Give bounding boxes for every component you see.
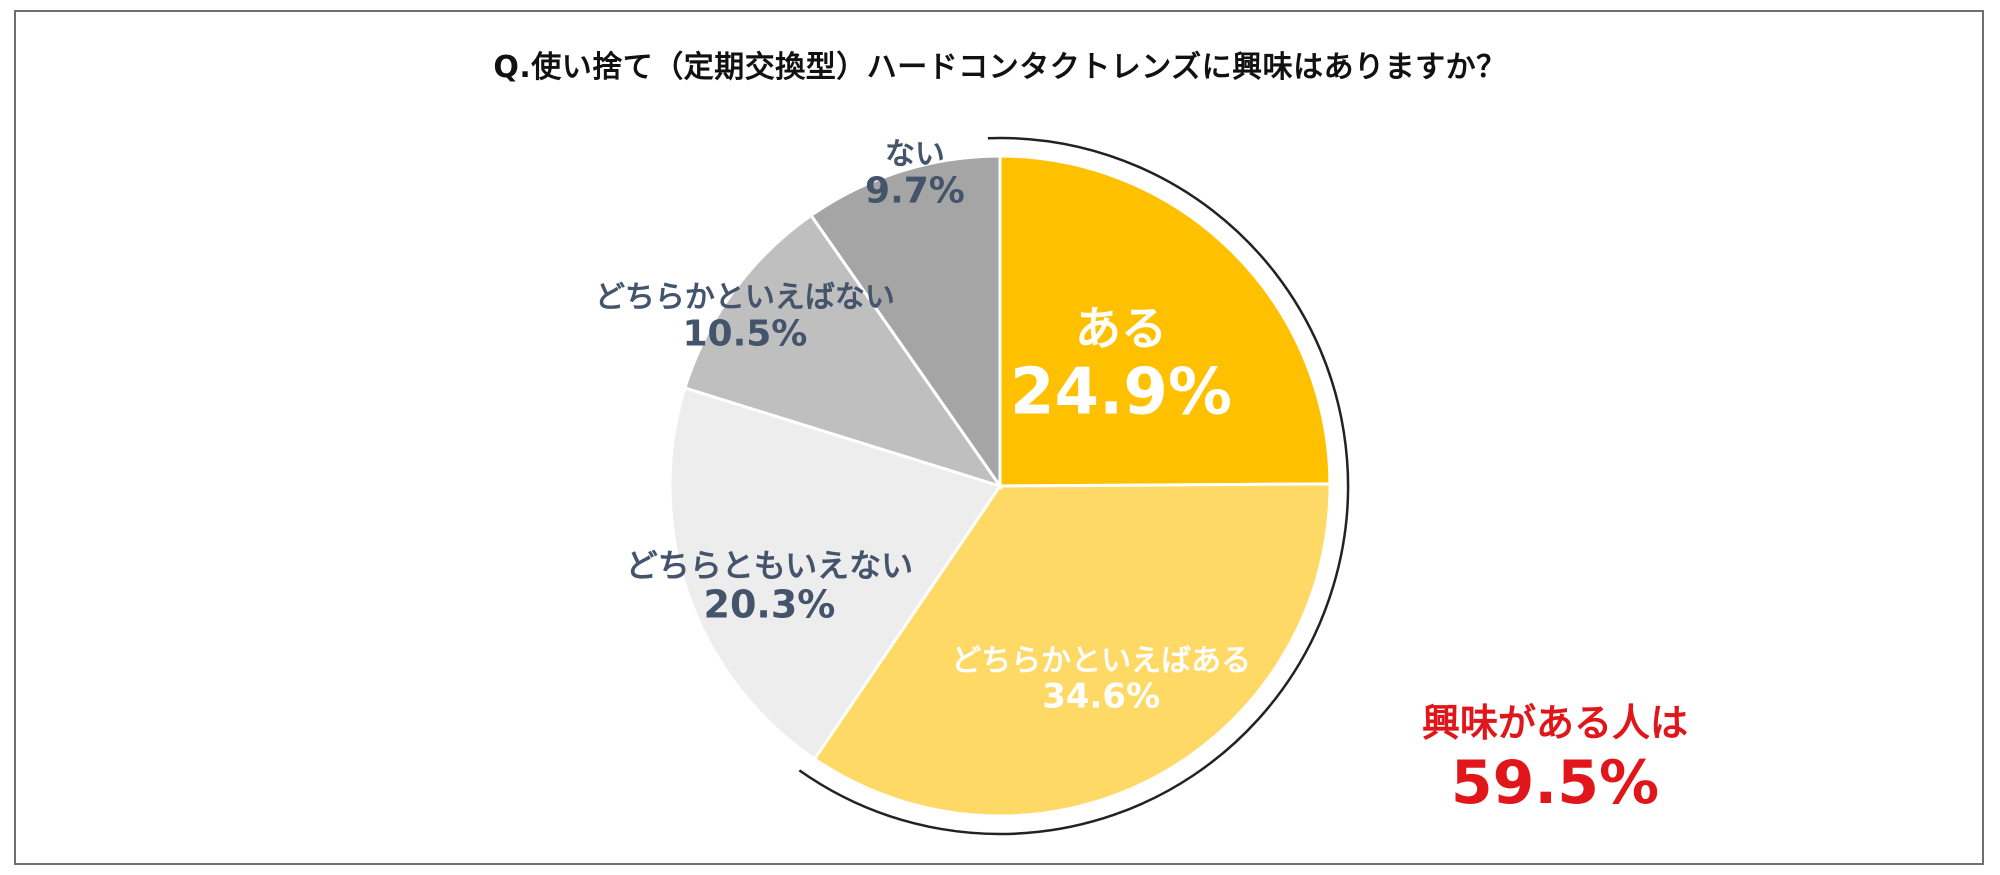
slice-value-aru: 24.9% bbox=[1010, 355, 1232, 429]
pie-slice-dochiraka-ieba-nai bbox=[683, 213, 1004, 489]
slice-label-dochiraka-ieba-aru: どちらかといえばある bbox=[951, 644, 1251, 679]
pie-slice-dochiraka-ieba-aru bbox=[812, 482, 1332, 818]
slice-label-dochiratomo-ienai: どちらともいえない bbox=[626, 547, 913, 585]
slice-label-dochiraka-ieba-nai: どちらかといえばない bbox=[595, 280, 895, 315]
slice-value-dochiratomo-ienai: 20.3% bbox=[704, 583, 836, 627]
pie-slice-dochiratomo-ienai bbox=[668, 386, 1003, 762]
pie-slice-nai bbox=[809, 154, 1002, 491]
interest-callout: 興味がある人は 59.5% bbox=[1380, 700, 1730, 820]
chart-title: Q.使い捨て（定期交換型）ハードコンタクトレンズに興味はありますか？ bbox=[493, 50, 1507, 85]
slice-label-nai: ない bbox=[885, 137, 945, 172]
callout-label: 興味がある人は bbox=[1421, 701, 1688, 745]
pie-slice-aru bbox=[998, 154, 1332, 488]
slice-value-nai: 9.7% bbox=[865, 171, 965, 212]
slice-label-aru: ある bbox=[1075, 301, 1167, 355]
pie-slices bbox=[668, 154, 1332, 818]
slice-value-dochiraka-ieba-aru: 34.6% bbox=[1042, 676, 1160, 716]
highlight-bracket-arc bbox=[798, 136, 1350, 836]
callout-value: 59.5% bbox=[1450, 748, 1660, 818]
slice-value-dochiraka-ieba-nai: 10.5% bbox=[682, 314, 807, 355]
